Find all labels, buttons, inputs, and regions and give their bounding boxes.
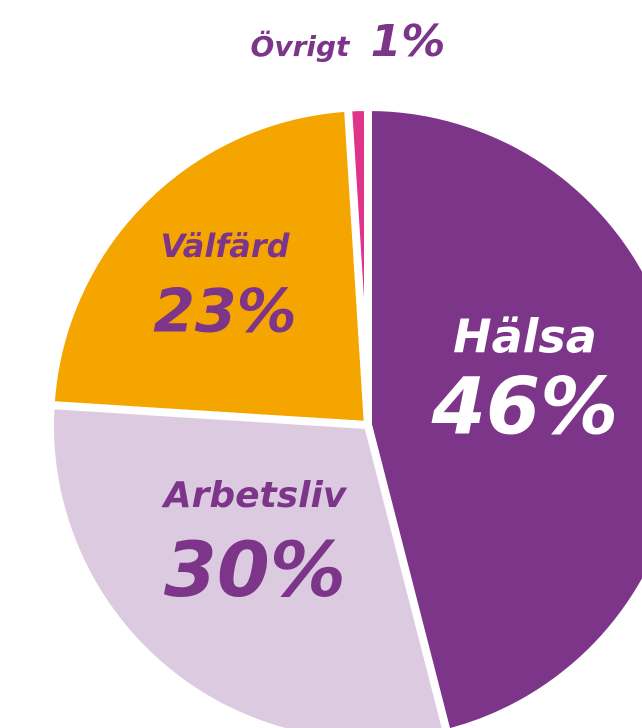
slice-label: Välfärd — [160, 227, 290, 265]
pie-slice — [46, 400, 450, 728]
pie-slice — [46, 103, 373, 430]
value-label: 1% — [371, 16, 446, 67]
slice-label: Arbetsliv — [161, 475, 348, 516]
value-label: 23% — [153, 277, 297, 347]
slice-label: Hälsa — [453, 310, 597, 364]
pie-slice — [343, 102, 372, 426]
slice-label: Övrigt — [251, 29, 352, 63]
value-label: 30% — [164, 525, 346, 614]
value-label: 46% — [431, 362, 619, 452]
pie-slice — [364, 102, 642, 728]
